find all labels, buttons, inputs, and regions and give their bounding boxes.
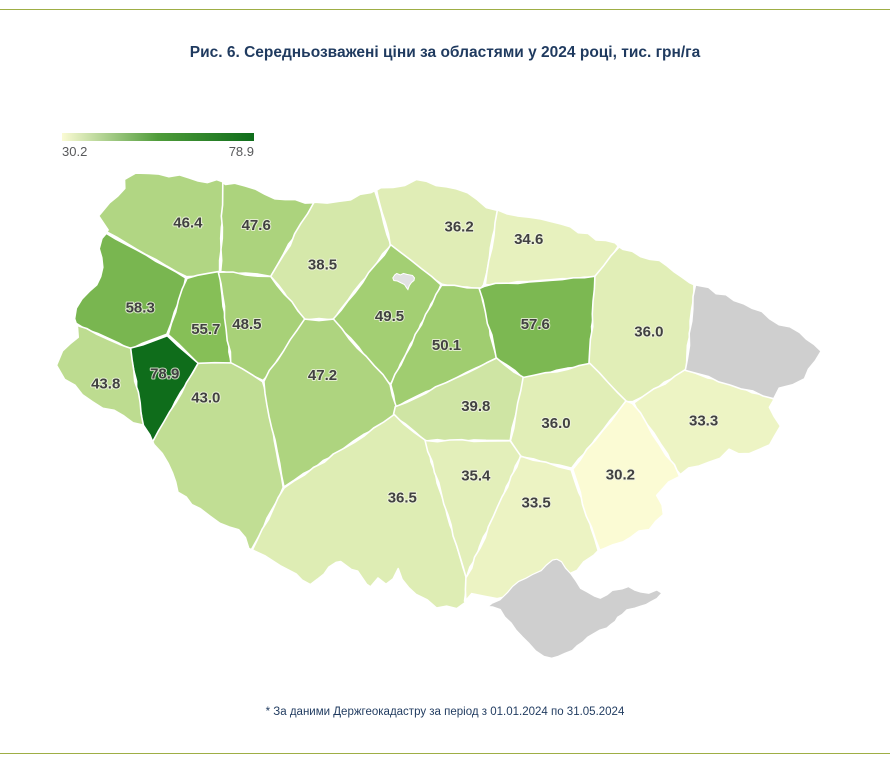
svg-text:36.5: 36.5 [388, 490, 417, 507]
svg-text:30.2: 30.2 [606, 466, 635, 483]
svg-text:36.2: 36.2 [444, 219, 473, 236]
svg-text:46.4: 46.4 [173, 215, 203, 232]
svg-text:33.5: 33.5 [521, 495, 550, 512]
svg-text:36.0: 36.0 [541, 415, 570, 432]
svg-text:36.0: 36.0 [634, 324, 663, 341]
svg-text:38.5: 38.5 [308, 256, 337, 273]
svg-text:78.9: 78.9 [150, 366, 179, 383]
svg-text:47.2: 47.2 [308, 367, 337, 384]
svg-text:35.4: 35.4 [461, 468, 491, 485]
svg-text:50.1: 50.1 [432, 337, 461, 354]
svg-text:57.6: 57.6 [521, 316, 550, 333]
svg-text:33.3: 33.3 [689, 412, 718, 429]
svg-text:43.8: 43.8 [91, 376, 120, 393]
svg-text:47.6: 47.6 [242, 217, 271, 234]
svg-text:55.7: 55.7 [191, 321, 220, 338]
svg-text:49.5: 49.5 [375, 308, 404, 325]
svg-text:43.0: 43.0 [191, 390, 220, 407]
svg-text:58.3: 58.3 [126, 299, 155, 316]
svg-text:39.8: 39.8 [461, 398, 490, 415]
svg-text:34.6: 34.6 [514, 231, 543, 248]
svg-text:48.5: 48.5 [232, 316, 261, 333]
